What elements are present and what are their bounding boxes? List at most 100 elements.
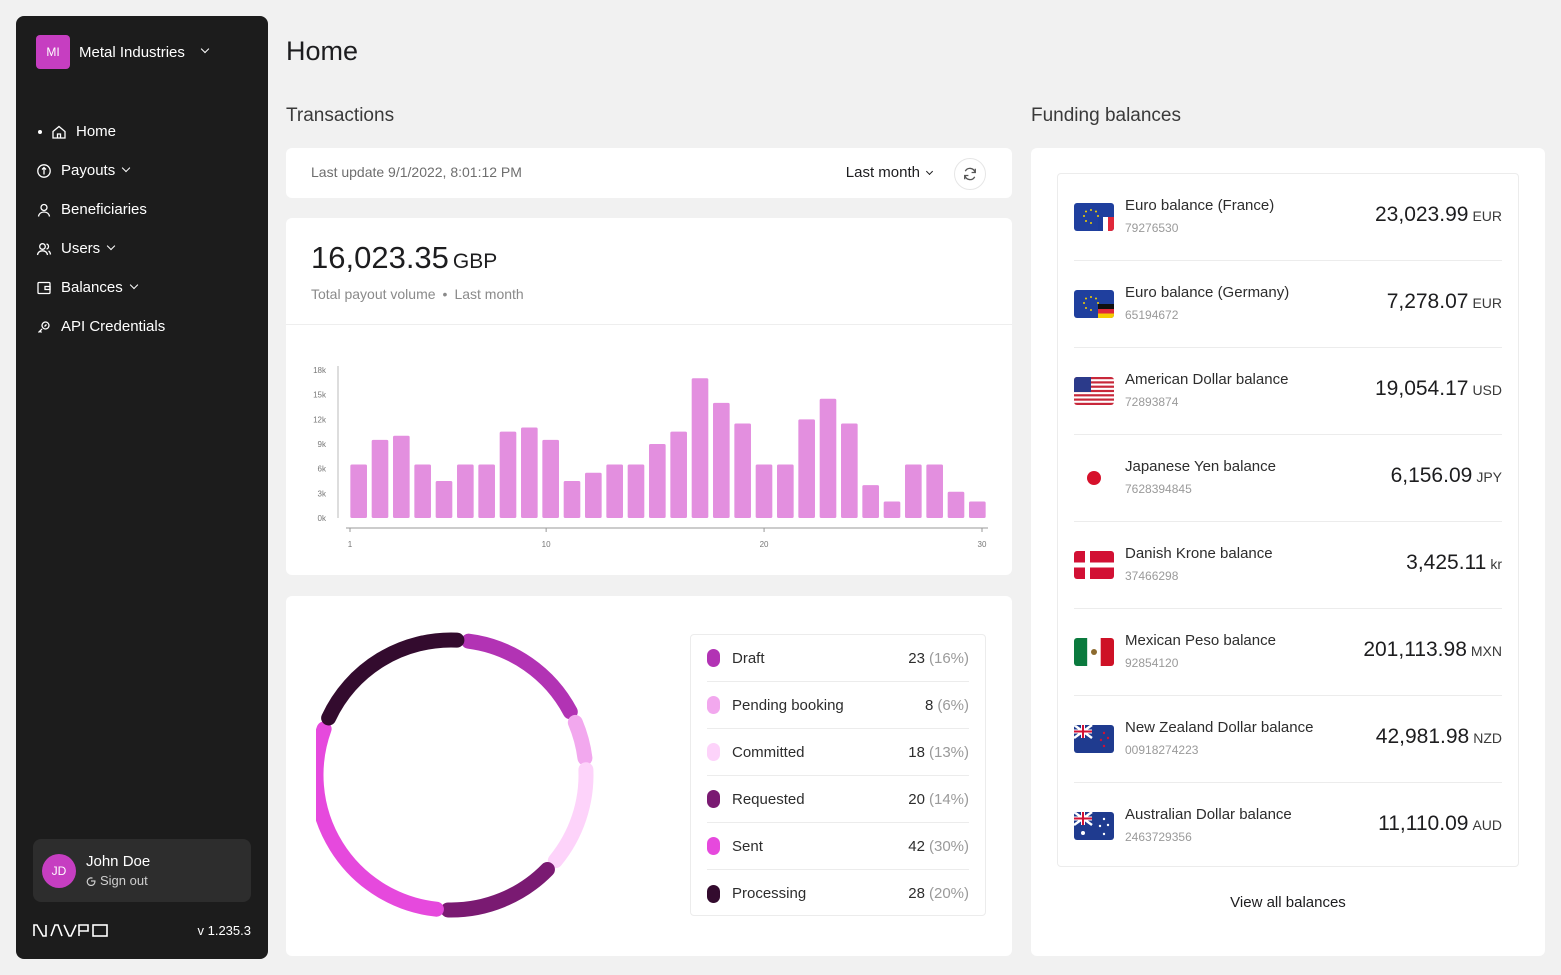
amount-value: 23,023.99 bbox=[1375, 203, 1469, 226]
donut-segment-processing bbox=[321, 632, 465, 726]
bar bbox=[755, 464, 773, 518]
x-tick-label: 10 bbox=[542, 540, 551, 549]
balance-amount: 19,054.17 USD bbox=[1375, 377, 1502, 401]
balance-account: 2463729356 bbox=[1125, 830, 1192, 844]
status-donut-chart bbox=[316, 632, 594, 918]
avatar: JD bbox=[42, 853, 76, 888]
sidebar-item-beneficiaries[interactable]: Beneficiaries bbox=[36, 190, 165, 229]
sidebar-item-home[interactable]: Home bbox=[36, 112, 165, 151]
sidebar-item-api-credentials[interactable]: API Credentials bbox=[36, 307, 165, 346]
balance-row-aud[interactable]: Australian Dollar balance 2463729356 11,… bbox=[1074, 783, 1502, 870]
bar bbox=[457, 464, 474, 518]
sidebar-item-payouts[interactable]: Payouts bbox=[36, 151, 165, 190]
bar bbox=[777, 464, 794, 518]
sign-out-label: Sign out bbox=[100, 873, 148, 888]
bar bbox=[478, 464, 495, 518]
legend-count: 18 bbox=[908, 743, 925, 761]
wallet-icon bbox=[37, 281, 51, 294]
subtitle-label: Total payout volume bbox=[311, 286, 436, 302]
balance-amount: 23,023.99 EUR bbox=[1375, 203, 1502, 227]
subtitle-period: Last month bbox=[454, 286, 524, 302]
balance-row-jpy[interactable]: Japanese Yen balance 7628394845 6,156.09… bbox=[1074, 435, 1502, 522]
balance-account: 72893874 bbox=[1125, 395, 1179, 409]
chevron-down-icon bbox=[129, 280, 138, 289]
flag-dk-icon bbox=[1074, 551, 1114, 579]
sidebar-item-label: Balances bbox=[61, 279, 123, 296]
flag-jp-icon bbox=[1074, 464, 1114, 492]
legend-swatch bbox=[707, 837, 720, 855]
balance-name: Australian Dollar balance bbox=[1125, 806, 1292, 823]
chevron-down-icon bbox=[121, 163, 131, 172]
balance-account: 92854120 bbox=[1125, 656, 1179, 670]
y-tick-label: 15k bbox=[313, 391, 327, 400]
balance-name: Euro balance (France) bbox=[1125, 197, 1275, 214]
bar bbox=[435, 481, 453, 518]
balance-amount: 3,425.11 kr bbox=[1406, 551, 1502, 575]
sidebar-item-label: Home bbox=[76, 123, 117, 140]
refresh-button[interactable] bbox=[954, 158, 986, 190]
org-switcher[interactable]: MI Metal Industries bbox=[36, 35, 210, 69]
x-tick-label: 1 bbox=[348, 540, 353, 549]
legend-pct: (30%) bbox=[928, 837, 969, 855]
transactions-toolbar: Last update 9/1/2022, 8:01:12 PM Last mo… bbox=[286, 148, 1012, 198]
y-tick-label: 12k bbox=[313, 415, 327, 424]
legend-count: 28 bbox=[908, 885, 925, 902]
amount-currency: EUR bbox=[1472, 208, 1502, 224]
funding-title: Funding balances bbox=[1031, 105, 1181, 126]
bar bbox=[393, 435, 410, 518]
sidebar-nav: Home Payouts Beneficiaries Users Balance… bbox=[36, 112, 165, 346]
balance-row-usd[interactable]: American Dollar balance 72893874 19,054.… bbox=[1074, 348, 1502, 435]
bar bbox=[947, 491, 965, 518]
legend-swatch bbox=[707, 649, 720, 667]
volume-currency: GBP bbox=[452, 250, 498, 273]
balance-row-mxn[interactable]: Mexican Peso balance 92854120 201,113.98… bbox=[1074, 609, 1502, 696]
divider bbox=[286, 324, 1012, 325]
amount-value: 11,110.09 bbox=[1378, 812, 1469, 835]
navro-logo bbox=[33, 922, 109, 938]
legend-pct: (13%) bbox=[928, 743, 969, 761]
legend-pct: (6%) bbox=[937, 696, 969, 714]
y-tick-label: 9k bbox=[318, 440, 327, 449]
flag-us-icon bbox=[1074, 377, 1114, 405]
balance-row-eur-france[interactable]: Euro balance (France) 79276530 23,023.99… bbox=[1074, 174, 1502, 261]
legend-swatch bbox=[707, 696, 720, 714]
amount-value: 42,981.98 bbox=[1375, 725, 1470, 748]
legend-label: Committed bbox=[732, 743, 805, 761]
balance-amount: 42,981.98 NZD bbox=[1376, 725, 1502, 749]
balance-name: American Dollar balance bbox=[1125, 371, 1289, 388]
bar bbox=[585, 472, 602, 518]
sidebar-item-balances[interactable]: Balances bbox=[36, 268, 165, 307]
balance-row-eur-germany[interactable]: Euro balance (Germany) 65194672 7,278.07… bbox=[1074, 261, 1502, 348]
balance-account: 79276530 bbox=[1125, 221, 1179, 235]
bar bbox=[499, 431, 517, 518]
donut-segment-draft bbox=[461, 633, 578, 720]
payout-volume-subtitle: Total payout volume • Last month bbox=[311, 286, 524, 302]
bar bbox=[691, 378, 709, 518]
flag-eu-fr-icon bbox=[1074, 203, 1114, 231]
volume-value: 16,023.35 bbox=[311, 240, 449, 275]
bar bbox=[969, 501, 986, 518]
flag-au-icon bbox=[1074, 812, 1114, 840]
flag-nz-icon bbox=[1074, 725, 1114, 753]
amount-value: 3,425.11 bbox=[1406, 551, 1487, 574]
sidebar-item-users[interactable]: Users bbox=[36, 229, 165, 268]
legend-row-sent: Sent 42 (30%) bbox=[707, 823, 969, 870]
user-card: JD John Doe Sign out bbox=[33, 839, 251, 902]
chevron-down-icon bbox=[925, 167, 934, 176]
bar bbox=[521, 427, 538, 518]
balance-account: 65194672 bbox=[1125, 308, 1179, 322]
payout-volume-card: 16,023.35 GBP Total payout volume • Last mo… bbox=[286, 218, 1012, 575]
bar bbox=[606, 464, 623, 518]
amount-value: 7,278.07 bbox=[1386, 290, 1469, 313]
balance-row-nzd[interactable]: New Zealand Dollar balance 00918274223 4… bbox=[1074, 696, 1502, 783]
amount-currency: USD bbox=[1472, 382, 1502, 398]
chevron-down-icon bbox=[200, 44, 210, 54]
period-select[interactable]: Last month bbox=[846, 164, 934, 181]
amount-currency: NZD bbox=[1473, 730, 1502, 746]
view-all-balances-link[interactable]: View all balances bbox=[1230, 894, 1346, 911]
balance-row-dkk[interactable]: Danish Krone balance 37466298 3,425.11 kr bbox=[1074, 522, 1502, 609]
sign-out-link[interactable]: Sign out bbox=[86, 873, 150, 888]
balance-name: Japanese Yen balance bbox=[1125, 458, 1276, 475]
bar bbox=[670, 431, 687, 518]
balance-amount: 6,156.09 JPY bbox=[1391, 464, 1502, 488]
